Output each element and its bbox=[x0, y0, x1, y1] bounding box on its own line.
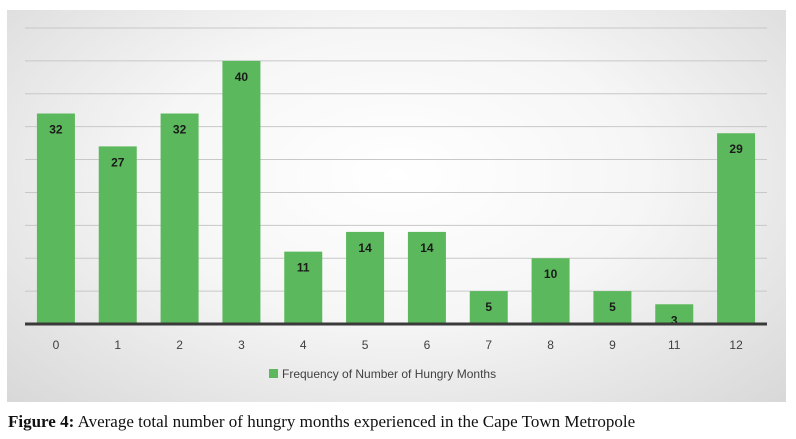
x-tick-label: 6 bbox=[424, 338, 431, 352]
legend-swatch bbox=[269, 369, 278, 378]
x-tick-label: 4 bbox=[300, 338, 307, 352]
data-label: 32 bbox=[173, 123, 187, 137]
data-label: 14 bbox=[358, 241, 372, 255]
x-tick-label: 0 bbox=[53, 338, 60, 352]
data-label: 27 bbox=[111, 155, 125, 169]
bar bbox=[593, 291, 632, 324]
x-tick-label: 5 bbox=[362, 338, 369, 352]
x-tick-label: 2 bbox=[176, 338, 183, 352]
data-label: 29 bbox=[729, 142, 743, 156]
data-label: 3 bbox=[671, 313, 678, 327]
bar-chart: 32 0 27 1 32 2 40 3 11 4 14 5 14 6 5 7 10 8 5 9 3 11 29 12 Frequ… bbox=[25, 27, 767, 381]
data-label: 14 bbox=[420, 241, 434, 255]
x-tick-label: 7 bbox=[485, 338, 492, 352]
bar bbox=[407, 231, 446, 324]
chart-area: 32 0 27 1 32 2 40 3 11 4 14 5 14 6 5 7 10 8 5 9 3 11 29 12 Frequ… bbox=[7, 10, 786, 402]
data-label: 32 bbox=[49, 123, 63, 137]
x-tick-label: 8 bbox=[547, 338, 554, 352]
bar bbox=[36, 113, 75, 324]
x-tick-label: 3 bbox=[238, 338, 245, 352]
bar bbox=[222, 60, 261, 325]
bar bbox=[160, 113, 199, 324]
bar bbox=[98, 146, 137, 324]
data-label: 5 bbox=[609, 300, 616, 314]
x-tick-label: 11 bbox=[668, 338, 681, 352]
x-tick-label: 9 bbox=[609, 338, 616, 352]
bar bbox=[655, 304, 694, 324]
data-label: 5 bbox=[485, 300, 492, 314]
bar bbox=[346, 231, 385, 324]
data-label: 10 bbox=[544, 267, 558, 281]
bar bbox=[284, 251, 323, 324]
bar bbox=[531, 258, 570, 324]
data-label: 40 bbox=[235, 70, 249, 84]
figure-caption: Figure 4: Average total number of hungry… bbox=[8, 412, 788, 432]
figure-label: Figure 4: bbox=[8, 412, 75, 431]
data-label: 11 bbox=[297, 261, 310, 275]
x-tick-label: 1 bbox=[114, 338, 121, 352]
x-tick-label: 12 bbox=[729, 338, 743, 352]
bar bbox=[717, 133, 756, 324]
figure-caption-text: Average total number of hungry months ex… bbox=[74, 412, 636, 431]
bar bbox=[469, 291, 508, 324]
legend-label: Frequency of Number of Hungry Months bbox=[282, 367, 496, 381]
